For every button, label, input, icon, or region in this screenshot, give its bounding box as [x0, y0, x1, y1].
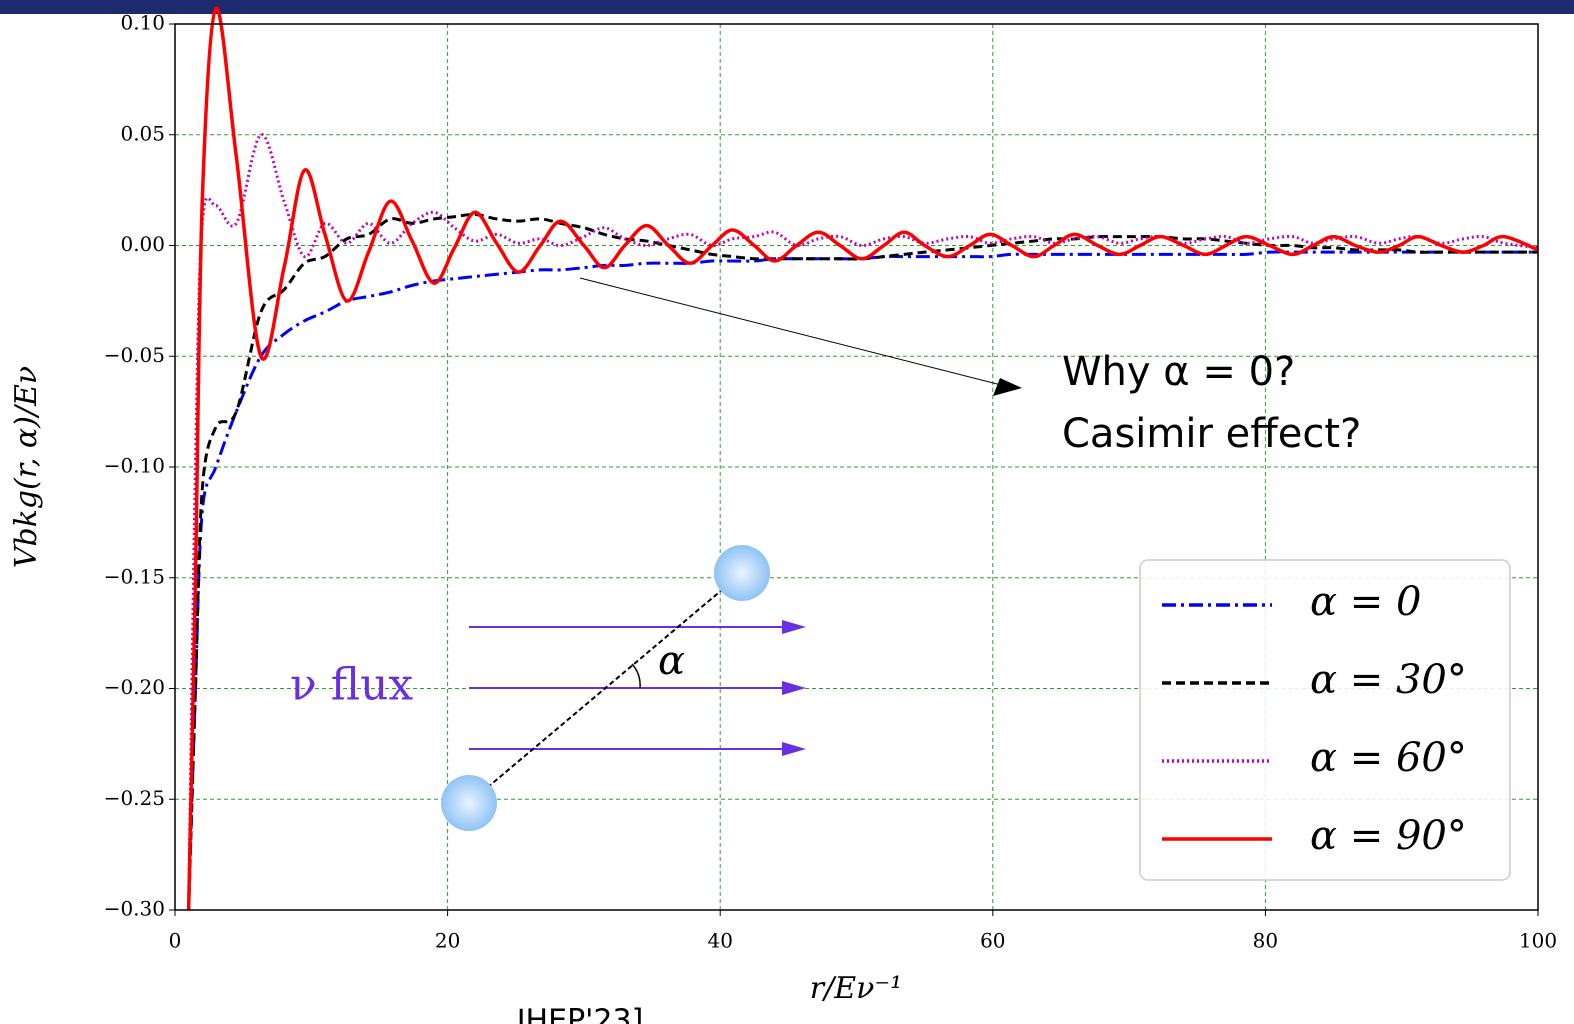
footer-citation: JHEP'23] [515, 1004, 644, 1024]
y-tick-label: 0.10 [120, 11, 165, 35]
legend: α = 0 α = 30° α = 60° α = 90° [1139, 559, 1511, 881]
flux-label: ν flux [290, 660, 413, 711]
legend-label: α = 0 [1310, 579, 1421, 625]
series-line [187, 250, 1538, 911]
annotation: Why α = 0? [1062, 349, 1295, 395]
series-line [187, 212, 1538, 911]
y-tick-label: −0.05 [104, 343, 165, 367]
x-tick-label: 80 [1253, 929, 1278, 953]
angle-arc [631, 663, 641, 689]
x-tick-label: 20 [435, 929, 460, 953]
series-line [186, 6, 1539, 911]
series-line [187, 133, 1539, 911]
legend-label: α = 90° [1310, 813, 1467, 859]
x-axis-label: r/Eν⁻¹ [810, 971, 902, 1006]
y-tick-label: 0.00 [120, 232, 165, 256]
x-tick-label: 40 [707, 929, 732, 953]
particle [714, 545, 770, 601]
legend-label: α = 60° [1310, 735, 1467, 781]
x-tick-label: 0 [169, 929, 182, 953]
flux-arrowhead [782, 681, 806, 695]
plot-frame [174, 23, 1539, 911]
y-tick-label: 0.05 [120, 121, 165, 145]
y-tick-label: −0.25 [104, 786, 165, 810]
legend-box [1139, 559, 1511, 881]
y-axis-label: Vbkg(r, α)/Eν [9, 366, 44, 568]
x-tick-label: 60 [980, 929, 1005, 953]
flux-arrowhead [782, 620, 806, 634]
y-tick-label: −0.10 [104, 454, 165, 478]
y-tick-label: −0.15 [104, 564, 165, 588]
flux-arrowhead [782, 742, 806, 756]
annotation: Casimir effect? [1062, 411, 1361, 457]
lines [186, 6, 1539, 911]
slide-header-bar [0, 0, 1574, 14]
axis-line [468, 572, 743, 804]
annotation-arrowhead [993, 378, 1022, 396]
annotation-arrow [579, 277, 1006, 387]
angle-label: α [658, 638, 685, 684]
y-tick-label: −0.20 [104, 675, 165, 699]
legend-label: α = 30° [1310, 657, 1467, 703]
x-tick-label: 100 [1519, 929, 1557, 953]
particle [441, 775, 497, 831]
inset: ν flux α [290, 545, 806, 831]
y-tick-label: −0.30 [104, 897, 165, 921]
